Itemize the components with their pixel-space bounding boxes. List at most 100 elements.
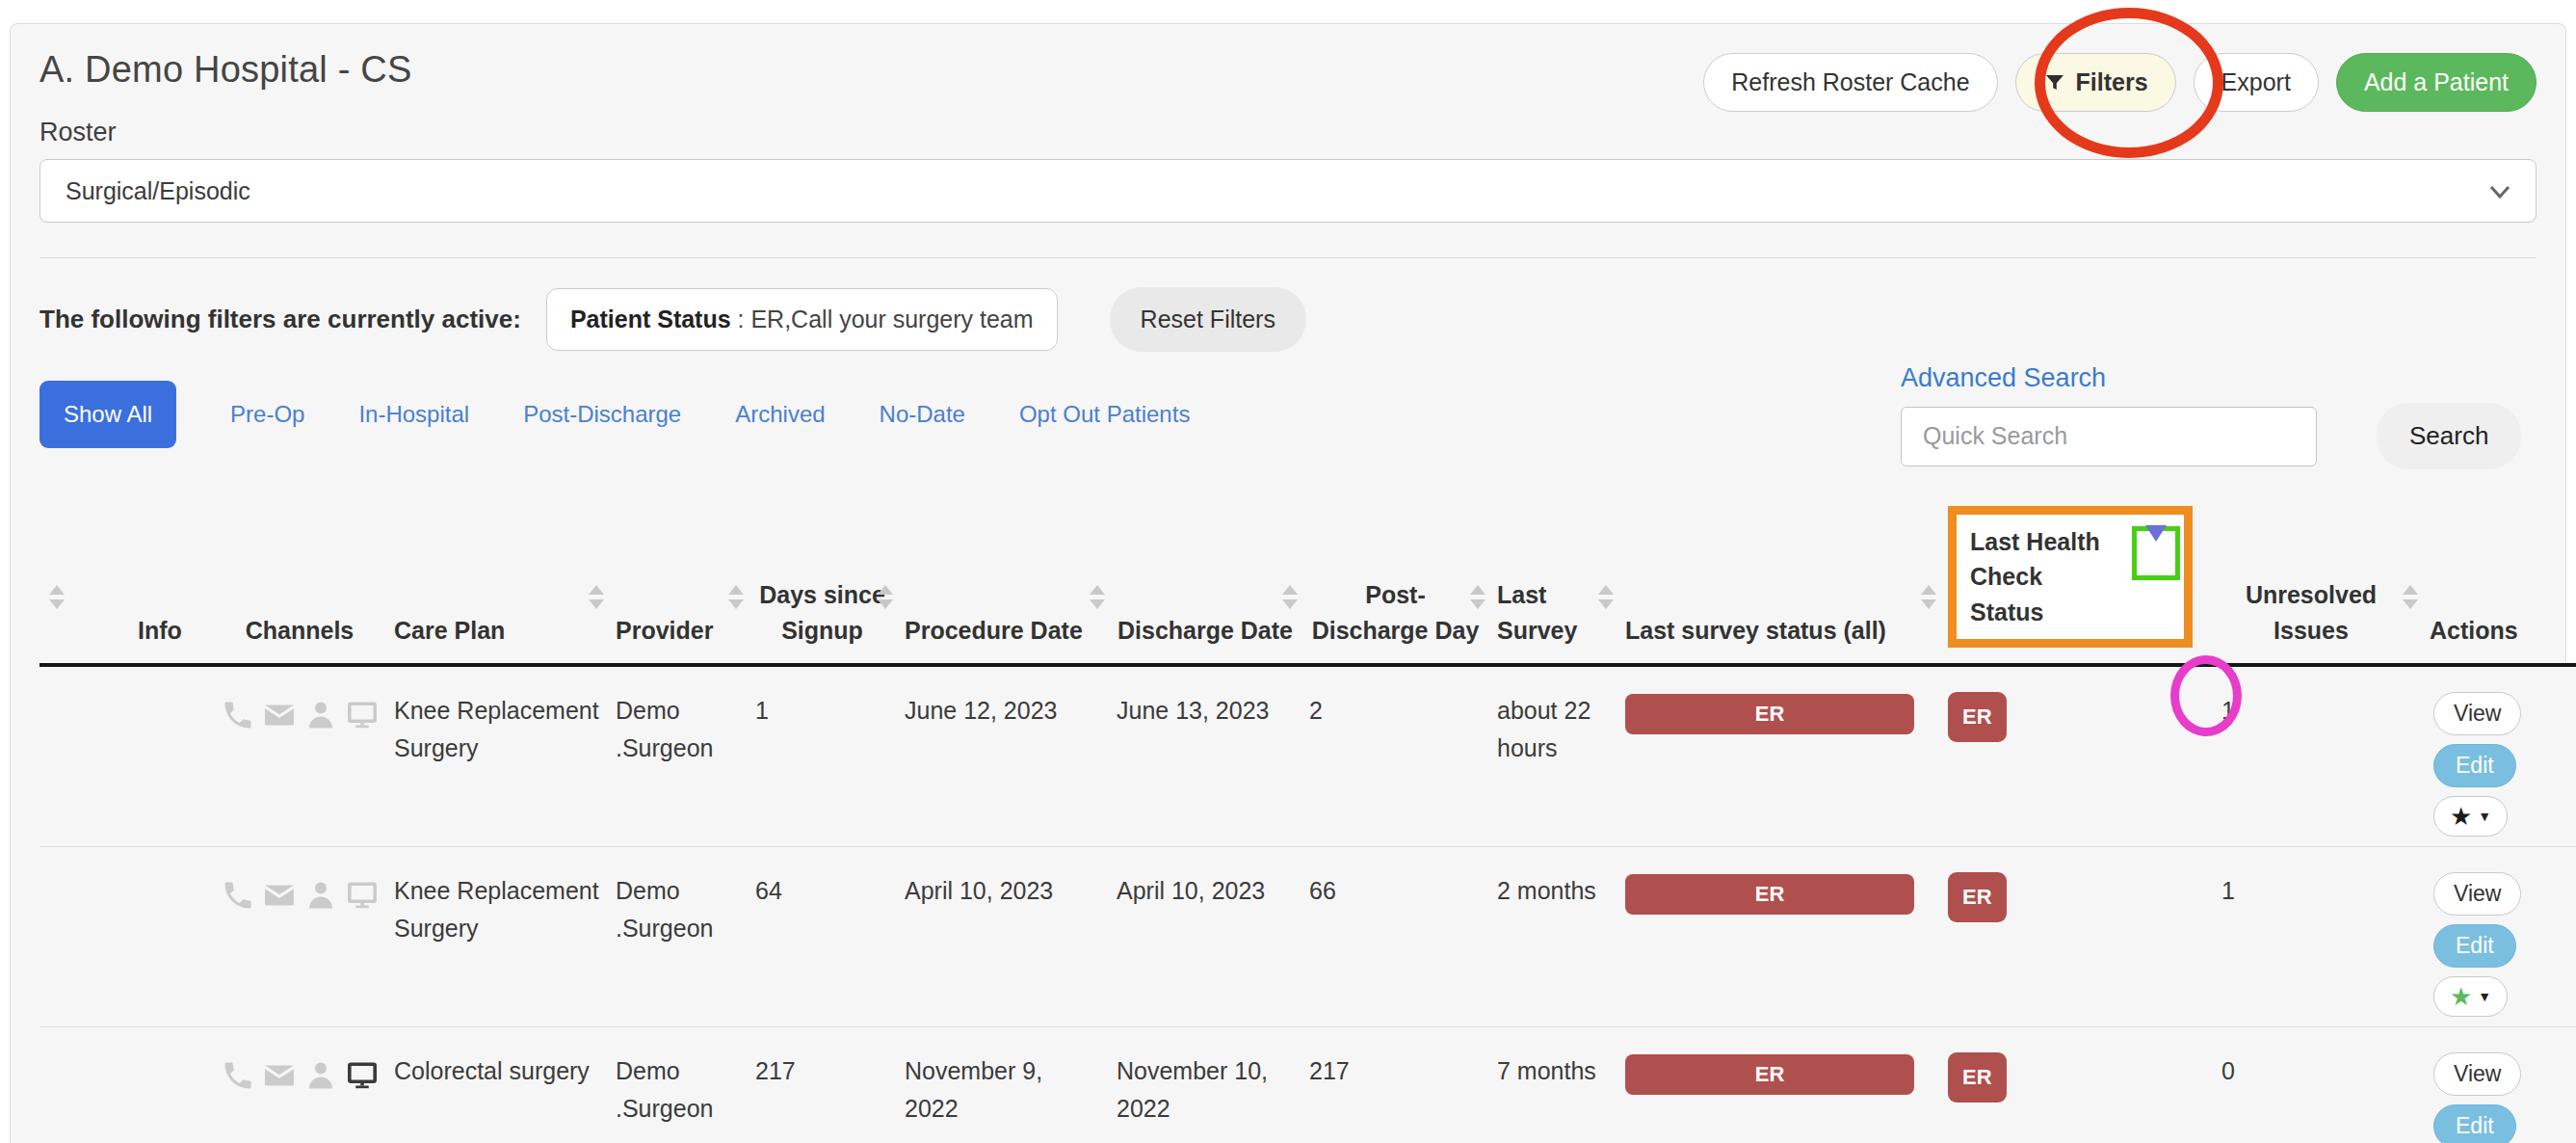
- tab-post-discharge[interactable]: Post-Discharge: [523, 401, 681, 428]
- view-button[interactable]: View: [2433, 872, 2521, 916]
- cell-last-survey-status: ER: [1617, 846, 1940, 1026]
- col-header-discharge-date: Discharge Date: [1109, 506, 1301, 665]
- sort-icon[interactable]: [728, 585, 744, 609]
- active-filter-pill: Patient Status : ER,Call your surgery te…: [546, 288, 1058, 351]
- active-filters-caption: The following filters are currently acti…: [39, 305, 521, 334]
- person-icon: [303, 1058, 338, 1103]
- cell-channels: [213, 665, 386, 847]
- email-icon: [262, 878, 297, 923]
- sort-icon[interactable]: [1090, 585, 1105, 609]
- col-header-actions: Actions: [2422, 506, 2576, 665]
- quick-search-input[interactable]: [1901, 407, 2317, 466]
- toolbar: Refresh Roster Cache Filters Export Add …: [1703, 53, 2537, 112]
- filters-button[interactable]: Filters: [2015, 53, 2176, 112]
- star-icon: ★: [2450, 804, 2472, 829]
- phone-icon: [221, 1058, 255, 1103]
- sort-icon[interactable]: [878, 585, 893, 609]
- active-filters-row: The following filters are currently acti…: [11, 258, 2565, 352]
- sort-icon[interactable]: [2403, 585, 2418, 609]
- search-button[interactable]: Search: [2377, 403, 2521, 469]
- desktop-icon: [345, 1058, 380, 1103]
- status-bar-er: ER: [1625, 1054, 1914, 1095]
- cell-procedure-date: June 12, 2023: [897, 665, 1109, 847]
- caret-down-icon: ▼: [2478, 989, 2491, 1004]
- tab-archived[interactable]: Archived: [735, 401, 825, 428]
- desktop-icon: [345, 878, 380, 923]
- cell-post-discharge-day: 66: [1301, 846, 1489, 1026]
- sort-icon[interactable]: [49, 585, 103, 609]
- cell-provider: Demo .Surgeon: [608, 1026, 748, 1143]
- tab-show-all[interactable]: Show All: [39, 381, 176, 448]
- cell-blank: [39, 1026, 107, 1143]
- cell-provider: Demo .Surgeon: [608, 665, 748, 847]
- sort-icon[interactable]: [1282, 585, 1298, 609]
- star-menu-button[interactable]: ★▼: [2433, 796, 2508, 837]
- roster-select[interactable]: Surgical/Episodic: [39, 159, 2537, 223]
- advanced-search-link[interactable]: Advanced Search: [1901, 363, 2106, 392]
- col-header-procedure-date: Procedure Date: [897, 506, 1109, 665]
- col-header-provider: Provider: [608, 506, 748, 665]
- patient-roster-table: Info Channels Care Plan Provider Days si…: [39, 506, 2576, 1143]
- cell-info: [107, 846, 213, 1026]
- tab-in-hospital[interactable]: In-Hospital: [358, 401, 469, 428]
- roster-label: Roster: [39, 118, 2537, 147]
- email-icon: [262, 1058, 297, 1103]
- table-row: Knee Replacement Surgery Demo .Surgeon 1…: [39, 665, 2576, 847]
- cell-provider: Demo .Surgeon: [608, 846, 748, 1026]
- chevron-down-icon: [2487, 179, 2512, 204]
- tab-opt-out-patients[interactable]: Opt Out Patients: [1019, 401, 1190, 428]
- desktop-icon: [345, 698, 380, 743]
- view-button[interactable]: View: [2433, 1052, 2521, 1096]
- sort-icon[interactable]: [1598, 585, 1614, 609]
- caret-down-icon: ▼: [2478, 809, 2491, 824]
- cell-unresolved-issues: 0: [2200, 1026, 2422, 1143]
- col-header-last-survey-status: Last survey status (all): [1617, 506, 1940, 665]
- col-header-channels: Channels: [213, 506, 386, 665]
- star-menu-button[interactable]: ★▼: [2433, 976, 2508, 1017]
- email-icon: [262, 698, 297, 743]
- cell-post-discharge-day: 2: [1301, 665, 1489, 847]
- edit-button[interactable]: Edit: [2433, 744, 2516, 787]
- sort-icon[interactable]: [589, 585, 604, 609]
- cell-last-survey: 2 months: [1489, 846, 1617, 1026]
- refresh-roster-cache-button[interactable]: Refresh Roster Cache: [1703, 53, 1997, 112]
- cell-days-since-signup: 217: [748, 1026, 897, 1143]
- edit-button[interactable]: Edit: [2433, 924, 2516, 968]
- roster-select-value: Surgical/Episodic: [66, 177, 250, 205]
- table-row: Knee Replacement Surgery Demo .Surgeon 6…: [39, 846, 2576, 1026]
- reset-filters-button[interactable]: Reset Filters: [1110, 287, 1306, 352]
- col-header-days-since-signup: Days since Signup: [748, 506, 897, 665]
- add-a-patient-button[interactable]: Add a Patient: [2336, 53, 2537, 112]
- tab-pre-op[interactable]: Pre-Op: [230, 401, 304, 428]
- edit-button[interactable]: Edit: [2433, 1104, 2516, 1143]
- cell-health-check-status: ER: [1940, 665, 2200, 847]
- status-badge-er: ER: [1948, 692, 2007, 742]
- col-header-post-discharge-day: Post-Discharge Day: [1301, 506, 1489, 665]
- col-header-care-plan: Care Plan: [386, 506, 608, 665]
- col-header-unresolved-issues: Unresolved Issues: [2200, 506, 2422, 665]
- cell-actions: View Edit ★▼: [2422, 846, 2576, 1026]
- table-header-row: Info Channels Care Plan Provider Days si…: [39, 506, 2576, 665]
- cell-channels: [213, 1026, 386, 1143]
- cell-unresolved-issues: 1: [2200, 665, 2422, 847]
- filter-name: Patient Status: [570, 306, 731, 332]
- sort-desc-icon[interactable]: [2145, 525, 2167, 569]
- cell-last-survey: 7 months: [1489, 1026, 1617, 1143]
- col-header-blank: [39, 506, 107, 665]
- filters-button-label: Filters: [2076, 68, 2148, 96]
- sort-icon[interactable]: [1470, 585, 1485, 609]
- cell-days-since-signup: 1: [748, 665, 897, 847]
- cell-procedure-date: April 10, 2023: [897, 846, 1109, 1026]
- export-button[interactable]: Export: [2194, 53, 2319, 112]
- status-bar-er: ER: [1625, 694, 1914, 734]
- status-bar-er: ER: [1625, 874, 1914, 915]
- cell-last-survey-status: ER: [1617, 1026, 1940, 1143]
- view-button[interactable]: View: [2433, 692, 2521, 735]
- sort-icon[interactable]: [1921, 585, 1936, 609]
- filter-value: : ER,Call your surgery team: [731, 306, 1034, 332]
- cell-discharge-date: November 10, 2022: [1109, 1026, 1301, 1143]
- roster-panel: A. Demo Hospital - CS Refresh Roster Cac…: [10, 23, 2566, 1143]
- table-row: Colorectal surgery Demo .Surgeon 217 Nov…: [39, 1026, 2576, 1143]
- cell-health-check-status: ER: [1940, 846, 2200, 1026]
- tab-no-date[interactable]: No-Date: [880, 401, 965, 428]
